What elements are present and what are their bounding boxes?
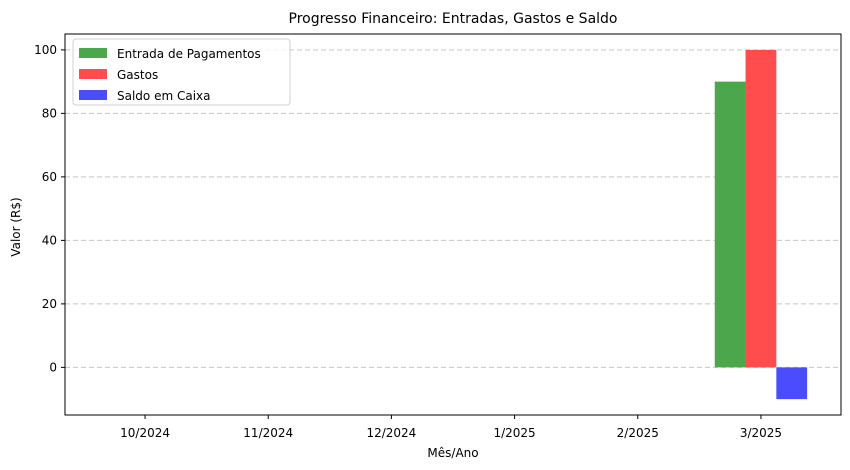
- legend-swatch: [79, 48, 107, 58]
- y-axis: 0 20 40 60 80 100: [34, 43, 65, 374]
- legend-swatch: [79, 69, 107, 79]
- bar: [745, 49, 777, 368]
- x-tick-label: 3/2025: [740, 426, 782, 440]
- legend-label: Entrada de Pagamentos: [117, 47, 261, 61]
- x-tick-label: 1/2025: [493, 426, 535, 440]
- legend-label: Saldo em Caixa: [117, 89, 211, 103]
- legend: Entrada de Pagamentos Gastos Saldo em Caix…: [72, 38, 291, 106]
- y-tick-label: 20: [42, 297, 57, 311]
- y-tick-label: 100: [34, 43, 57, 57]
- chart-title: Progresso Financeiro: Entradas, Gastos e…: [289, 11, 618, 27]
- x-tick-label: 12/2024: [366, 426, 416, 440]
- legend-box: [72, 38, 291, 106]
- y-tick-label: 60: [42, 170, 57, 184]
- x-tick-label: 10/2024: [120, 426, 170, 440]
- bar: [714, 81, 746, 368]
- legend-label: Gastos: [117, 68, 158, 82]
- x-axis-label: Mês/Ano: [427, 446, 478, 460]
- y-tick-label: 0: [49, 360, 57, 374]
- bars-group: [714, 49, 808, 400]
- x-tick-label: 11/2024: [243, 426, 293, 440]
- y-tick-label: 80: [42, 106, 57, 120]
- x-axis: 10/2024 11/2024 12/2024 1/2025 2/2025 3/2025: [120, 415, 782, 440]
- y-axis-label: Valor (R$): [9, 197, 23, 256]
- plot-frame: [64, 33, 842, 416]
- bar: [776, 367, 808, 400]
- legend-swatch: [79, 90, 107, 100]
- x-tick-label: 2/2025: [617, 426, 659, 440]
- y-tick-label: 40: [42, 233, 57, 247]
